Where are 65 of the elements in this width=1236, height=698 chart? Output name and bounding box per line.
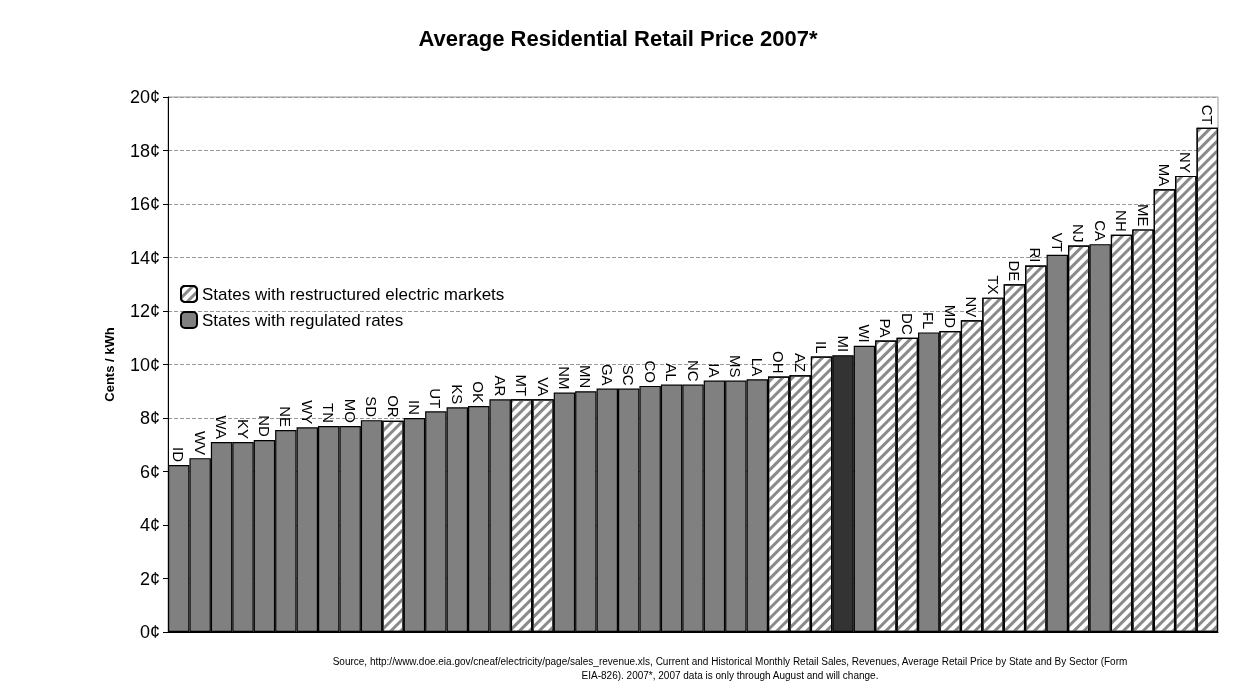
x-tick-label: AZ [791, 353, 809, 373]
x-tick-label: MA [1155, 163, 1173, 187]
x-tick-label: MI [834, 335, 852, 353]
y-tick-label: 16¢ [129, 194, 160, 214]
x-tick-label: MO [341, 398, 359, 424]
x-tick-label: DC [898, 313, 916, 335]
x-tick-label: KY [234, 419, 252, 440]
x-tick-label: MD [941, 304, 959, 329]
x-tick-label: SC [620, 364, 638, 386]
x-tick-label: WV [191, 430, 209, 456]
x-tick-label: MT [513, 374, 531, 397]
x-tick-label: OH [770, 351, 788, 374]
y-tick-label: 2¢ [139, 568, 160, 589]
x-tick-label: MS [727, 355, 745, 378]
x-tick-label: SD [363, 396, 381, 418]
x-tick-label: CA [1091, 220, 1109, 242]
y-tick-label: 4¢ [139, 515, 160, 535]
y-tick-label: 20¢ [129, 87, 160, 107]
x-tick-label: ND [255, 415, 273, 438]
x-tick-label: DE [1005, 260, 1023, 282]
x-tick-label: NE [277, 406, 295, 428]
y-tick-label: 0¢ [139, 622, 160, 642]
x-tick-label: WY [298, 400, 316, 425]
x-tick-label: WI [855, 324, 873, 343]
x-tick-label: IN [405, 400, 423, 415]
x-tick-label: RI [1027, 247, 1045, 263]
x-tick-label: NC [684, 359, 702, 382]
x-tick-label: IL [813, 340, 831, 354]
y-tick-label: 6¢ [139, 461, 160, 482]
y-tick-label: 12¢ [129, 301, 160, 321]
x-tick-label: VA [534, 377, 552, 397]
x-tick-label: MN [577, 364, 595, 389]
x-tick-label: NV [963, 296, 981, 318]
y-axis-title: Cents / kWh [102, 327, 117, 402]
x-tick-label: CO [641, 360, 659, 383]
x-tick-label: AR [491, 375, 509, 397]
x-tick-label: NJ [1070, 224, 1088, 243]
x-tick-label: TN [320, 403, 338, 424]
x-tick-label: CT [1198, 104, 1216, 125]
x-tick-label: GA [598, 363, 616, 386]
legend-label: States with regulated rates [202, 310, 404, 330]
x-tick-label: VT [1048, 232, 1066, 252]
x-tick-label: IA [705, 363, 723, 378]
y-tick-label: 10¢ [129, 354, 160, 375]
x-tick-label: OK [470, 381, 488, 403]
x-tick-label: KS [448, 384, 466, 405]
source-note: Source, http://www.doe.eia.gov/cneaf/electricity/page/sales_revenue.xls, Current and Historical Monthly Retail Sales, Revenues, Average Retail Price by State and By Sector (Form EIA-826). 2007*, 2007 data is only through August and will change. [331, 655, 1129, 683]
x-tick-label: TX [984, 275, 1002, 295]
x-tick-label: NM [555, 366, 573, 390]
x-tick-label: ME [1134, 203, 1152, 227]
y-tick-label: 8¢ [139, 408, 160, 428]
y-tick-label: 18¢ [129, 140, 160, 161]
x-tick-label: NH [1113, 210, 1131, 232]
x-tick-label: PA [877, 318, 895, 338]
legend-label: States with restructured electric markets [202, 284, 505, 304]
x-tick-label: FL [920, 311, 938, 330]
x-tick-label: NY [1177, 152, 1195, 173]
x-tick-label: WA [213, 415, 231, 440]
x-tick-label: ID [170, 447, 188, 463]
chart-title: Average Residential Retail Price 2007* [418, 25, 818, 51]
x-tick-label: AL [663, 363, 681, 382]
x-tick-label: OR [384, 395, 402, 418]
x-tick-label: LA [748, 357, 766, 377]
x-tick-label: UT [427, 388, 445, 409]
y-tick-label: 14¢ [129, 247, 160, 268]
